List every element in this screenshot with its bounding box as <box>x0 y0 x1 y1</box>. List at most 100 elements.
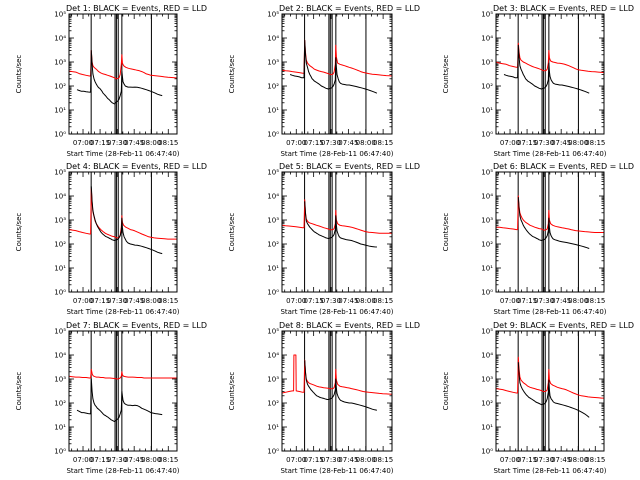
y-tick-label: 10¹ <box>481 424 493 432</box>
x-tick-label: 08:00 <box>141 139 161 147</box>
x-tick-label: 07:30 <box>321 139 341 147</box>
x-tick-label: 07:15 <box>90 139 110 147</box>
panel-title: Det 7: BLACK = Events, RED = LLD <box>66 321 207 330</box>
plot-frame <box>281 330 393 452</box>
y-tick-label: 10⁵ <box>481 11 493 19</box>
y-tick-label: 10⁴ <box>54 193 66 201</box>
x-tick-label: 07:15 <box>304 139 324 147</box>
y-axis-label: Counts/sec <box>15 213 23 252</box>
x-tick-label: 07:30 <box>534 139 554 147</box>
y-tick-label: 10⁵ <box>267 169 279 177</box>
x-tick-label: 07:00 <box>73 456 93 464</box>
x-tick-label: 08:15 <box>585 456 605 464</box>
events-series-line <box>304 201 377 248</box>
x-tick-label: 08:15 <box>585 297 605 305</box>
y-tick-label: 10³ <box>54 217 66 225</box>
x-tick-label: 07:15 <box>517 139 537 147</box>
events-series-line <box>289 39 378 94</box>
x-tick-label: 08:00 <box>356 297 376 305</box>
panel-det1: Det 1: BLACK = Events, RED = LLD Counts/s… <box>15 4 207 158</box>
y-tick-label: 10² <box>267 241 279 249</box>
y-tick-label: 10¹ <box>267 265 279 273</box>
y-tick-label: 10⁰ <box>481 131 493 139</box>
y-tick-label: 10² <box>481 83 493 91</box>
plot-frame <box>495 171 605 293</box>
y-tick-label: 10⁵ <box>267 328 279 336</box>
events-series-line <box>517 362 590 418</box>
panel-det9: Det 9: BLACK = Events, RED = LLD Counts/s… <box>442 321 634 475</box>
y-tick-label: 10² <box>481 400 493 408</box>
x-tick-label: 07:45 <box>338 139 358 147</box>
x-tick-label: 07:45 <box>551 297 571 305</box>
y-axis-label: Counts/sec <box>442 372 450 411</box>
x-tick-label: 07:45 <box>551 139 571 147</box>
x-tick-label: 08:00 <box>568 456 588 464</box>
x-axis-label: Start Time (28-Feb-11 06:47:40) <box>66 467 179 475</box>
x-tick-label: 07:00 <box>500 139 520 147</box>
lld-series-line <box>69 368 177 380</box>
y-tick-label: 10³ <box>267 376 279 384</box>
y-axis-label: Counts/sec <box>442 213 450 252</box>
lld-series-line <box>496 42 604 74</box>
y-tick-label: 10⁰ <box>267 131 279 139</box>
y-tick-label: 10⁴ <box>481 35 493 43</box>
y-tick-label: 10⁵ <box>481 328 493 336</box>
y-tick-label: 10¹ <box>481 107 493 115</box>
x-tick-label: 07:00 <box>73 297 93 305</box>
lld-series-line <box>282 354 392 395</box>
x-tick-label: 07:45 <box>124 456 144 464</box>
events-series-line <box>90 186 163 255</box>
x-tick-label: 07:15 <box>304 297 324 305</box>
y-axis-label: Counts/sec <box>442 55 450 94</box>
x-axis-label: Start Time (28-Feb-11 06:47:40) <box>493 150 606 158</box>
x-tick-label: 07:45 <box>551 456 571 464</box>
y-tick-label: 10⁰ <box>481 289 493 297</box>
y-tick-label: 10³ <box>481 376 493 384</box>
x-tick-label: 07:30 <box>321 297 341 305</box>
y-tick-label: 10⁴ <box>267 193 279 201</box>
panel-title: Det 6: BLACK = Events, RED = LLD <box>493 162 634 171</box>
y-tick-label: 10³ <box>267 59 279 67</box>
y-tick-label: 10³ <box>267 217 279 225</box>
x-tick-label: 07:15 <box>304 456 324 464</box>
x-tick-label: 07:30 <box>534 297 554 305</box>
x-tick-label: 07:00 <box>286 139 306 147</box>
y-tick-label: 10⁵ <box>54 328 66 336</box>
x-axis-label: Start Time (28-Feb-11 06:47:40) <box>493 467 606 475</box>
panel-det4: Det 4: BLACK = Events, RED = LLD Counts/s… <box>15 162 207 316</box>
x-tick-label: 07:00 <box>500 297 520 305</box>
y-tick-label: 10⁵ <box>54 11 66 19</box>
x-tick-label: 08:00 <box>356 139 376 147</box>
events-series-line <box>76 378 163 422</box>
y-tick-label: 10⁴ <box>54 35 66 43</box>
y-tick-label: 10² <box>54 83 66 91</box>
x-tick-label: 07:30 <box>321 456 341 464</box>
x-tick-label: 07:30 <box>534 456 554 464</box>
events-series-line <box>76 50 163 105</box>
lld-series-line <box>69 50 177 80</box>
x-tick-label: 07:00 <box>500 456 520 464</box>
x-tick-label: 07:30 <box>107 139 127 147</box>
x-tick-label: 07:15 <box>517 456 537 464</box>
x-tick-label: 08:15 <box>373 456 393 464</box>
x-tick-label: 07:15 <box>90 297 110 305</box>
y-tick-label: 10⁴ <box>267 35 279 43</box>
y-tick-label: 10⁰ <box>267 289 279 297</box>
plot-frame <box>281 13 393 135</box>
x-tick-label: 07:30 <box>107 297 127 305</box>
y-tick-label: 10¹ <box>267 107 279 115</box>
y-tick-label: 10² <box>267 83 279 91</box>
y-tick-label: 10⁰ <box>481 448 493 456</box>
x-tick-label: 08:00 <box>568 139 588 147</box>
y-tick-label: 10³ <box>481 217 493 225</box>
y-tick-label: 10² <box>54 241 66 249</box>
x-tick-label: 07:00 <box>286 456 306 464</box>
y-axis-label: Counts/sec <box>15 372 23 411</box>
y-tick-label: 10⁵ <box>267 11 279 19</box>
y-tick-label: 10⁰ <box>54 289 66 297</box>
y-axis-label: Counts/sec <box>228 55 236 94</box>
x-tick-label: 07:30 <box>107 456 127 464</box>
plot-frame <box>68 171 178 293</box>
x-tick-label: 08:00 <box>568 297 588 305</box>
